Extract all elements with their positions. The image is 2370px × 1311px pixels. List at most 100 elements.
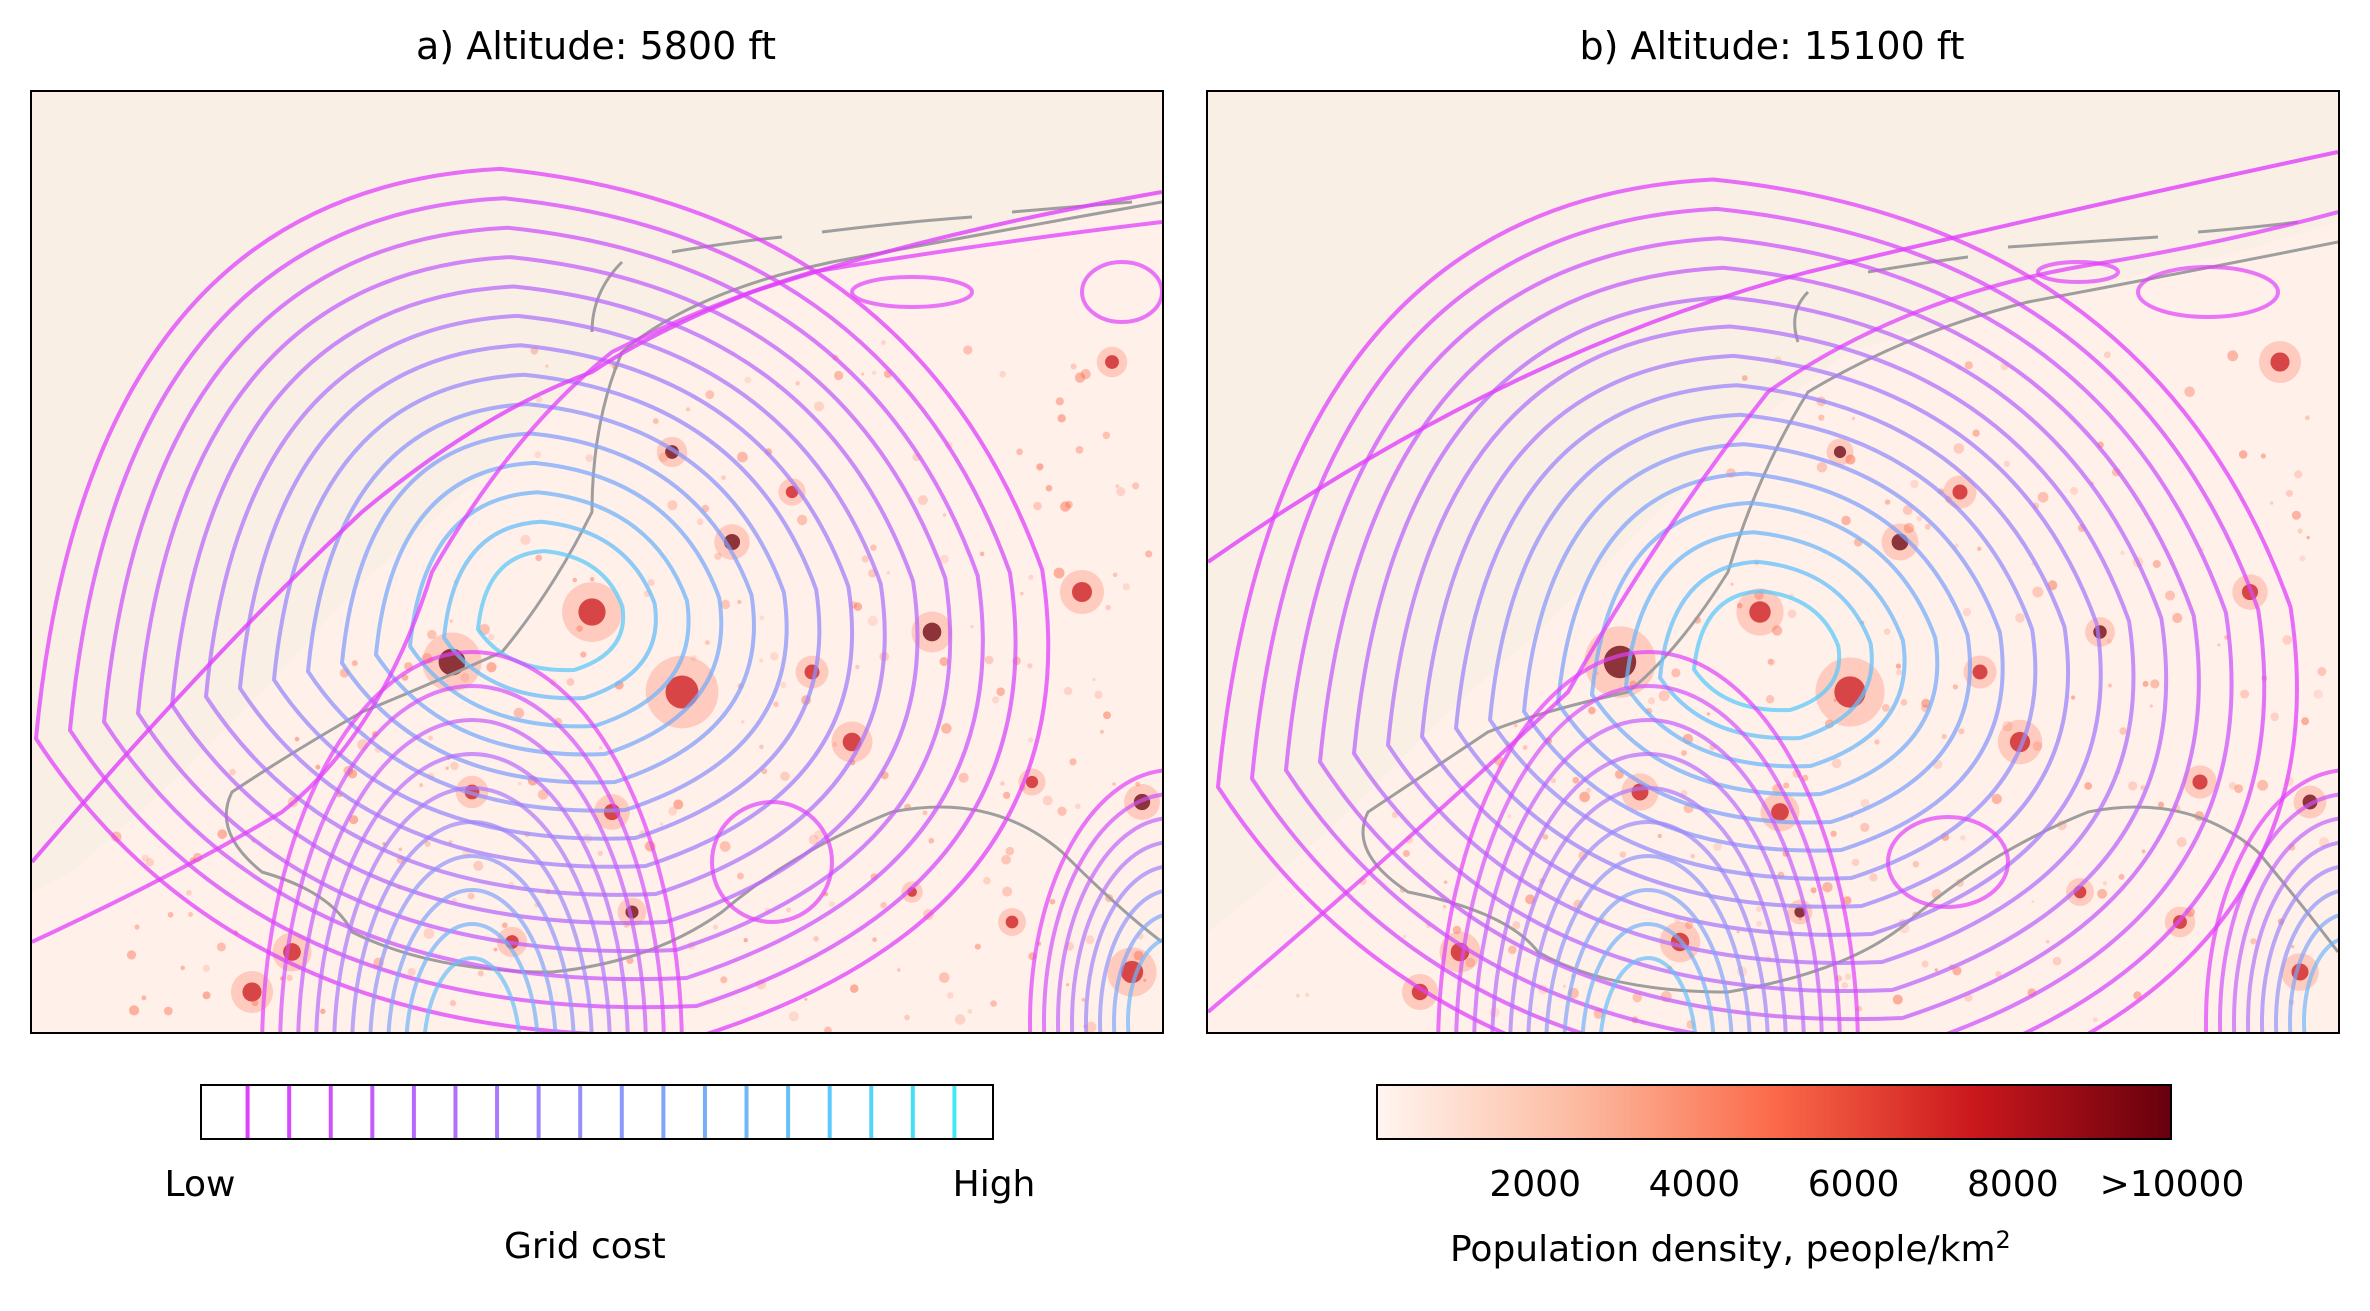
population-speck <box>2317 667 2327 676</box>
population-speck <box>1874 739 1880 745</box>
population-hotspot <box>2270 352 2290 372</box>
population-speck <box>814 829 824 840</box>
population-speck <box>1962 608 1972 617</box>
population-speck <box>1833 698 1837 702</box>
grid-cost-contour-loop <box>2136 265 2280 319</box>
population-speck <box>1860 798 1870 808</box>
population-speck <box>535 554 543 562</box>
population-hotspot <box>1005 915 1019 929</box>
population-speck <box>1028 574 1034 580</box>
population-speck <box>2118 873 2125 880</box>
population-speck <box>1132 482 1140 490</box>
population-speck <box>450 761 459 771</box>
population-speck <box>202 964 210 973</box>
population-speck <box>963 345 973 355</box>
population-speck <box>1002 791 1011 799</box>
population-speck <box>853 602 863 611</box>
population-speck <box>1402 934 1407 939</box>
population-speck <box>1902 505 1913 516</box>
grid-cost-contour <box>475 549 626 673</box>
population-speck <box>1066 983 1070 987</box>
population-speck <box>2234 784 2244 794</box>
population-speck <box>1112 572 1118 578</box>
population-speck <box>2119 727 2128 735</box>
grid-cost-contour <box>1215 177 2299 1032</box>
population-speck <box>720 599 731 610</box>
population-speck <box>834 370 844 381</box>
grid-cost-contour-outer <box>1208 210 2338 1014</box>
population-speck <box>501 922 508 929</box>
population-speck <box>759 744 764 750</box>
population-speck <box>2141 849 2146 854</box>
population-speck <box>967 1009 973 1014</box>
population-speck <box>185 889 192 896</box>
population-speck <box>2120 550 2125 556</box>
population-speck <box>1452 925 1462 935</box>
population-speck <box>795 381 800 386</box>
population-speck <box>1069 758 1077 766</box>
population-speck <box>1903 522 1915 534</box>
population-speck <box>1736 930 1740 934</box>
population-hotspot <box>1105 355 1119 369</box>
population-speck <box>2102 880 2108 886</box>
grid-cost-contour-loop <box>1080 260 1162 324</box>
population-speck <box>2106 638 2112 644</box>
population-speck <box>1081 997 1086 1002</box>
population-speck <box>1976 546 1982 552</box>
population-speck <box>996 687 1005 696</box>
population-speck <box>2150 679 2160 689</box>
population-speck <box>1845 454 1856 465</box>
grid-cost-contour-east <box>2260 865 2338 1032</box>
population-speck <box>940 554 949 564</box>
grid-cost-contour <box>1249 206 2267 1032</box>
population-speck <box>780 681 787 689</box>
population-speck <box>1112 782 1116 786</box>
population-speck <box>1822 881 1833 893</box>
population-speck <box>872 937 877 943</box>
grid-cost-contour-east <box>2246 840 2338 1032</box>
population-speck <box>2257 779 2269 791</box>
population-speck <box>1896 669 1902 676</box>
population-hotspot <box>578 598 606 626</box>
population-speck <box>2149 704 2153 708</box>
grid-cost-contour-south <box>1580 922 1716 1032</box>
population-speck <box>1851 416 1856 421</box>
population-speck <box>1690 853 1696 859</box>
population-speck <box>737 451 748 463</box>
population-speck <box>566 678 575 686</box>
grid-cost-contour <box>1453 383 2070 909</box>
panel-a-title: a) Altitude: 5800 ft <box>416 24 776 68</box>
population-speck <box>488 634 495 641</box>
population-speck <box>1952 684 1959 690</box>
population-density-tick-label: 8000 <box>1966 1164 2059 1205</box>
population-speck <box>1860 822 1870 833</box>
population-speck <box>1049 898 1056 905</box>
population-speck <box>2297 528 2303 534</box>
population-speck <box>984 655 994 665</box>
grid-cost-contour <box>1317 265 2201 1022</box>
grid-cost-contour-south <box>260 650 684 1032</box>
population-speck <box>658 452 669 463</box>
population-speck <box>1465 957 1476 968</box>
population-hotspot <box>922 622 942 642</box>
population-density-tick-label: 2000 <box>1489 1164 1581 1205</box>
population-speck <box>167 911 174 918</box>
grid-cost-contour-outer <box>1208 150 2338 564</box>
population-speck <box>808 834 819 845</box>
population-speck <box>1830 830 1837 837</box>
panel-b-title: b) Altitude: 15100 ft <box>1579 24 1965 68</box>
population-speck <box>428 735 434 741</box>
grid-cost-low-label: Low <box>164 1164 236 1205</box>
population-speck <box>736 872 744 880</box>
population-speck <box>1713 842 1722 851</box>
population-speck <box>1075 446 1084 454</box>
population-density-gradient <box>1378 1086 2170 1138</box>
population-speck <box>251 999 259 1007</box>
population-speck <box>855 664 860 670</box>
population-speck <box>545 364 549 368</box>
population-speck <box>1798 917 1802 921</box>
population-speck <box>1063 686 1073 696</box>
population-speck <box>2037 491 2049 503</box>
grid-cost-contour-loop <box>1886 815 2010 909</box>
grid-cost-contour-outer <box>32 190 1162 864</box>
